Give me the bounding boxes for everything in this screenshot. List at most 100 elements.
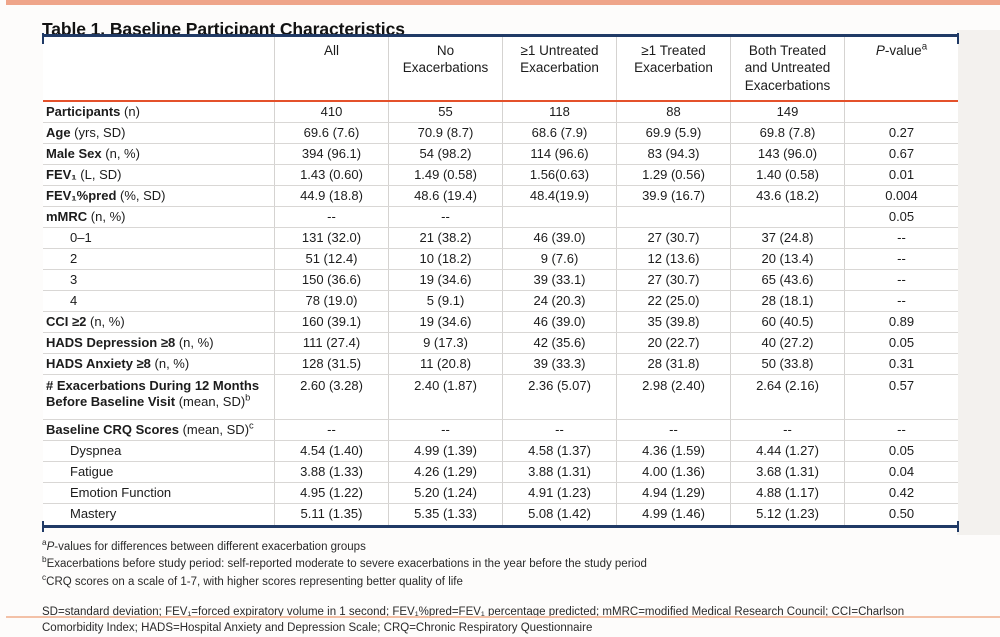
row-label: Age (yrs, SD) xyxy=(46,124,126,140)
table-header-row: All No Exacerbations ≥1 Untreated Exacerbati… xyxy=(42,33,959,102)
table-cell: 19 (34.6) xyxy=(388,269,502,290)
top-accent-bar xyxy=(6,0,1000,5)
table-cell: 44.9 (18.8) xyxy=(274,185,388,206)
table-cell: 70.9 (8.7) xyxy=(388,122,502,143)
table-cell: 69.8 (7.8) xyxy=(730,122,844,143)
table-cell: 410 xyxy=(274,101,388,122)
page-margin-shade xyxy=(957,30,1000,535)
table-cell: 4.94 (1.29) xyxy=(616,482,730,503)
border-tick xyxy=(42,33,44,44)
footnote-list: aP-values for differences between differ… xyxy=(42,539,959,591)
table-row: Dyspnea 4.54 (1.40) 4.99 (1.39) 4.58 (1.37)… xyxy=(43,440,958,462)
table-body: Participants (n) 410 55 118 88 149 Age (yrs, S… xyxy=(43,101,958,525)
table-cell: 0.67 xyxy=(844,143,958,164)
table-cell: 39.9 (16.7) xyxy=(616,185,730,206)
header-cell: P-valuea xyxy=(844,37,958,100)
table-cell: 0.05 xyxy=(844,440,958,461)
table-cell: 22 (25.0) xyxy=(616,290,730,311)
table-cell: 2.40 (1.87) xyxy=(388,374,502,419)
table-cell: 2.64 (2.16) xyxy=(730,374,844,419)
table-cell: 2.36 (5.07) xyxy=(502,374,616,419)
row-label: mMRC (n, %) xyxy=(46,208,126,224)
header-cell: ≥1 Untreated Exacerbation xyxy=(502,37,616,100)
table-cell: 0.89 xyxy=(844,311,958,332)
baseline-characteristics-table: All No Exacerbations ≥1 Untreated Exacerbati… xyxy=(42,33,959,532)
table-row: Male Sex (n, %) 394 (96.1) 54 (98.2) 114 (9… xyxy=(43,143,958,165)
row-label: FEV₁%pred (%, SD) xyxy=(46,187,166,203)
row-label: CCI ≥2 (n, %) xyxy=(46,313,125,329)
footnote: aP-values for differences between differ… xyxy=(42,538,366,553)
table-cell: -- xyxy=(616,419,730,440)
row-label: HADS Depression ≥8 (n, %) xyxy=(46,334,214,350)
row-label: # Exacerbations During 12 Months Before … xyxy=(46,377,260,410)
table-cell: 50 (33.8) xyxy=(730,353,844,374)
table-cell: 21 (38.2) xyxy=(388,227,502,248)
table-cell: 4.99 (1.46) xyxy=(616,503,730,525)
footnote: cCRQ scores on a scale of 1-7, with high… xyxy=(42,572,463,588)
row-label: Male Sex (n, %) xyxy=(46,145,140,161)
table-cell: 5.20 (1.24) xyxy=(388,482,502,503)
table-cell: 39 (33.1) xyxy=(502,269,616,290)
table-cell: 114 (96.6) xyxy=(502,143,616,164)
table-cell: 4.44 (1.27) xyxy=(730,440,844,461)
table-cell: 43.6 (18.2) xyxy=(730,185,844,206)
table-cell: 4.58 (1.37) xyxy=(502,440,616,461)
table-cell: 131 (32.0) xyxy=(274,227,388,248)
table-row: 2 51 (12.4) 10 (18.2) 9 (7.6) 12 (13.6) 20 (1… xyxy=(43,248,958,270)
table-cell: 20 (22.7) xyxy=(616,332,730,353)
table-cell: -- xyxy=(388,206,502,227)
table-cell: 4.88 (1.17) xyxy=(730,482,844,503)
table-row: mMRC (n, %) -- -- 0.05 xyxy=(43,206,958,228)
table-cell: 394 (96.1) xyxy=(274,143,388,164)
table-row: Age (yrs, SD) 69.6 (7.6) 70.9 (8.7) 68.6 (7… xyxy=(43,122,958,144)
table-cell: 42 (35.6) xyxy=(502,332,616,353)
footnotes: aP-values for differences between differ… xyxy=(42,539,959,637)
table-row: Baseline CRQ Scores (mean, SD)c -- -- -- -- -… xyxy=(43,419,958,441)
table-cell: 2.60 (3.28) xyxy=(274,374,388,419)
table-cell: 48.6 (19.4) xyxy=(388,185,502,206)
table-cell: 0.01 xyxy=(844,164,958,185)
table-row: HADS Anxiety ≥8 (n, %) 128 (31.5) 11 (20.8… xyxy=(43,353,958,375)
table-cell: 0.50 xyxy=(844,503,958,525)
table-row: # Exacerbations During 12 Months Before … xyxy=(43,374,958,420)
table-cell: 40 (27.2) xyxy=(730,332,844,353)
table-cell: 65 (43.6) xyxy=(730,269,844,290)
table-cell xyxy=(730,206,844,227)
table-cell: 54 (98.2) xyxy=(388,143,502,164)
table-cell: 0.27 xyxy=(844,122,958,143)
table-cell: 0.31 xyxy=(844,353,958,374)
table-cell: 9 (17.3) xyxy=(388,332,502,353)
table-row: HADS Depression ≥8 (n, %) 111 (27.4) 9 (17… xyxy=(43,332,958,354)
table-cell: 28 (31.8) xyxy=(616,353,730,374)
table-cell: 46 (39.0) xyxy=(502,227,616,248)
table-cell: 4.36 (1.59) xyxy=(616,440,730,461)
border-tick xyxy=(957,33,959,44)
row-label: Participants (n) xyxy=(46,103,140,119)
table-cell: 35 (39.8) xyxy=(616,311,730,332)
table-cell: -- xyxy=(844,269,958,290)
table-cell: 3.88 (1.31) xyxy=(502,461,616,482)
table-cell: 143 (96.0) xyxy=(730,143,844,164)
table-cell: -- xyxy=(388,419,502,440)
table-cell: 68.6 (7.9) xyxy=(502,122,616,143)
table-cell: 24 (20.3) xyxy=(502,290,616,311)
table-cell: 118 xyxy=(502,101,616,122)
table-cell: 19 (34.6) xyxy=(388,311,502,332)
header-cell: All xyxy=(274,37,388,100)
row-label: 0–1 xyxy=(70,229,92,245)
row-label: Baseline CRQ Scores (mean, SD)c xyxy=(46,420,254,437)
table-cell: 4.91 (1.23) xyxy=(502,482,616,503)
table-cell: 0.05 xyxy=(844,206,958,227)
table-cell: 111 (27.4) xyxy=(274,332,388,353)
table-cell: 5.12 (1.23) xyxy=(730,503,844,525)
table-cell: 5.08 (1.42) xyxy=(502,503,616,525)
table-row: Mastery 5.11 (1.35) 5.35 (1.33) 5.08 (1.42)… xyxy=(43,503,958,525)
table-cell: 2.98 (2.40) xyxy=(616,374,730,419)
table-cell: 1.49 (0.58) xyxy=(388,164,502,185)
table-cell: -- xyxy=(844,290,958,311)
table-cell: 39 (33.3) xyxy=(502,353,616,374)
table-cell: 160 (39.1) xyxy=(274,311,388,332)
table-row: 0–1 131 (32.0) 21 (38.2) 46 (39.0) 27 (30.7)… xyxy=(43,227,958,249)
header-cell: No Exacerbations xyxy=(388,37,502,100)
table-cell: 4.26 (1.29) xyxy=(388,461,502,482)
